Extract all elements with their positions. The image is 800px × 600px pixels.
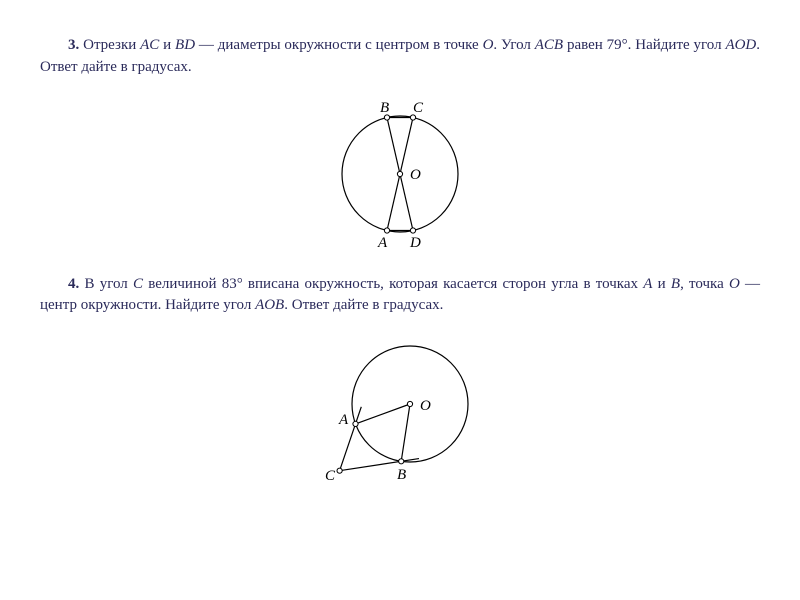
problem-4-text: 4. В угол C величиной 83° вписана окружн…	[40, 274, 760, 318]
svg-text:A: A	[338, 412, 349, 428]
p3-t2: и	[159, 37, 175, 53]
p4-t0: В угол	[84, 276, 133, 292]
p3-t4: — диаметры окружности с центром в точке	[195, 37, 483, 53]
p4-t1: C	[133, 276, 143, 292]
problem-4-figure: A B C O	[40, 332, 760, 497]
problem-3-figure: B C A D O	[40, 94, 760, 259]
svg-text:B: B	[380, 100, 389, 116]
figure-3-svg: B C A D O	[310, 94, 490, 254]
p3-t3: BD	[175, 37, 195, 53]
p3-t6: . Угол	[493, 37, 534, 53]
problem-3-number: 3.	[68, 37, 79, 53]
problem-4-number: 4.	[68, 276, 79, 292]
svg-text:O: O	[410, 167, 421, 183]
p4-t9: AOB	[255, 297, 284, 313]
svg-text:C: C	[325, 468, 336, 484]
problem-4: 4. В угол C величиной 83° вписана окружн…	[40, 274, 760, 498]
p3-t9: AOD	[725, 37, 756, 53]
p4-t4: и	[652, 276, 670, 292]
svg-text:C: C	[413, 100, 424, 116]
p3-t1: AC	[140, 37, 159, 53]
problem-3: 3. Отрезки AC и BD — диаметры окружности…	[40, 35, 760, 259]
p3-t0: Отрезки	[83, 37, 140, 53]
p4-t7: O	[729, 276, 740, 292]
svg-text:O: O	[420, 398, 431, 414]
p3-t8: равен 79°. Найдите угол	[563, 37, 725, 53]
p4-t10: . Ответ дайте в градусах.	[284, 297, 443, 313]
problem-3-text: 3. Отрезки AC и BD — диаметры окружности…	[40, 35, 760, 79]
p3-t7: ACB	[535, 37, 563, 53]
p3-t5: O	[483, 37, 494, 53]
svg-text:B: B	[397, 467, 406, 483]
figure-4-svg: A B C O	[300, 332, 500, 492]
p4-t6: , точка	[680, 276, 729, 292]
p4-t2: величиной 83° вписана окружность, котора…	[143, 276, 643, 292]
page: 3. Отрезки AC и BD — диаметры окружности…	[0, 0, 800, 497]
p4-t5: B	[671, 276, 680, 292]
svg-text:A: A	[377, 235, 388, 251]
svg-text:D: D	[409, 235, 421, 251]
